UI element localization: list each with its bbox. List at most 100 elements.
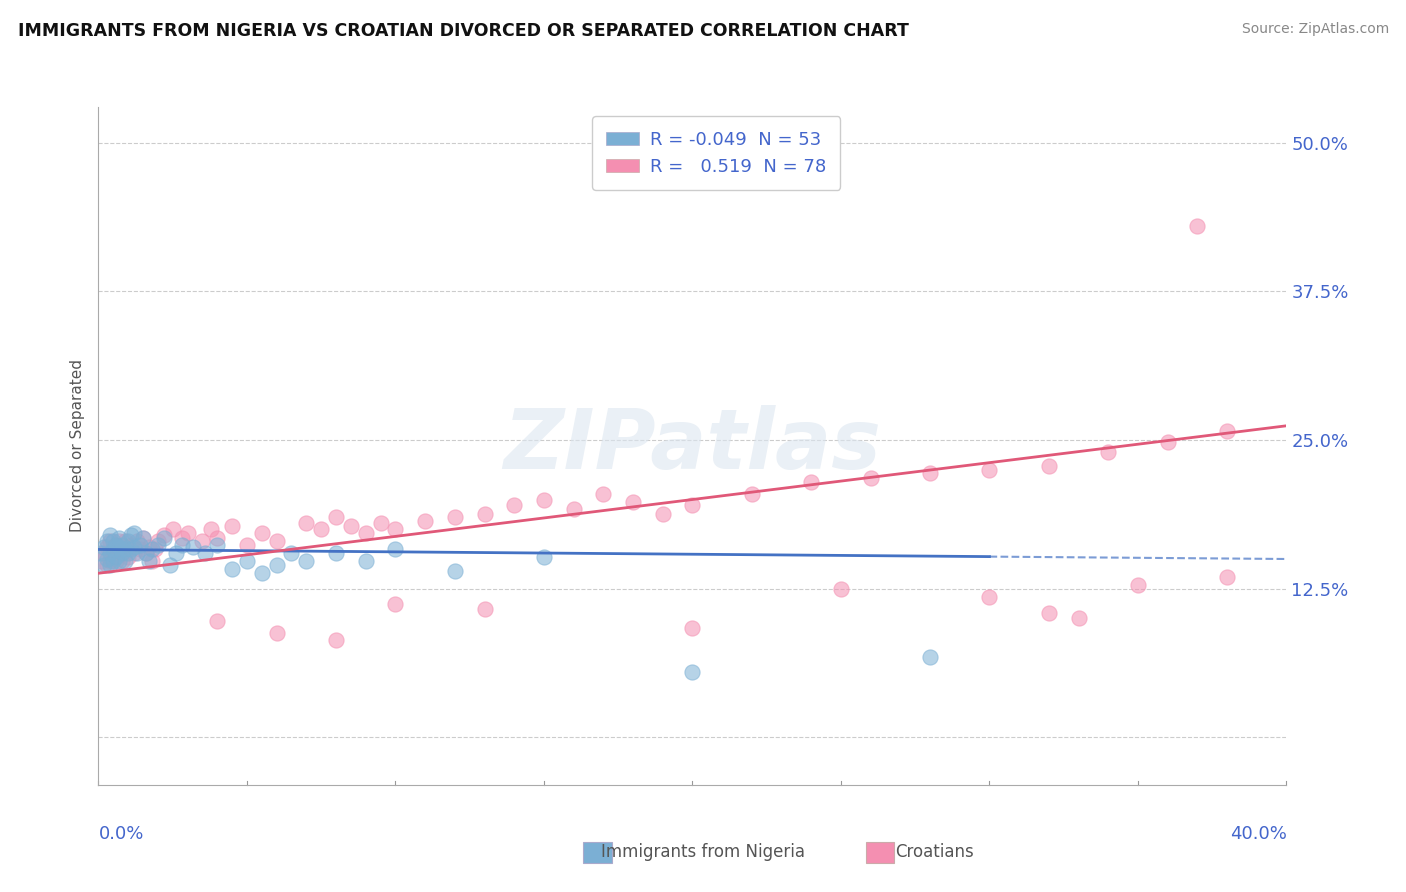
Point xyxy=(105,554,128,568)
Point xyxy=(413,514,436,528)
Point xyxy=(117,534,139,549)
Point xyxy=(159,558,181,572)
Point xyxy=(250,525,273,540)
Point xyxy=(103,542,125,557)
Point xyxy=(141,554,163,568)
Point xyxy=(138,540,160,554)
Point xyxy=(266,534,288,549)
Point xyxy=(117,546,139,560)
Point xyxy=(125,534,148,549)
Point xyxy=(800,475,823,489)
Point xyxy=(111,538,134,552)
Point xyxy=(120,542,142,557)
Point xyxy=(146,538,169,552)
Point xyxy=(98,528,121,542)
Point xyxy=(90,546,112,560)
Point xyxy=(1216,424,1239,438)
Point xyxy=(152,528,174,542)
Point xyxy=(207,538,229,552)
Point xyxy=(562,502,585,516)
Text: 0.0%: 0.0% xyxy=(98,825,143,843)
Point xyxy=(111,554,134,568)
Point xyxy=(207,614,229,628)
Point xyxy=(236,554,259,568)
Point xyxy=(1038,606,1060,620)
Text: 40.0%: 40.0% xyxy=(1230,825,1286,843)
Point xyxy=(96,540,118,554)
Point xyxy=(120,528,142,542)
Point xyxy=(108,540,131,554)
Point xyxy=(108,546,131,560)
Point xyxy=(1067,611,1090,625)
Point xyxy=(93,546,115,560)
Point xyxy=(90,554,112,568)
Point xyxy=(1126,578,1149,592)
Point xyxy=(162,522,184,536)
Point xyxy=(979,463,1001,477)
Point xyxy=(682,665,704,679)
Point xyxy=(117,540,139,554)
Point xyxy=(384,522,406,536)
Point xyxy=(114,546,136,560)
Point xyxy=(592,486,614,500)
Point xyxy=(103,546,125,560)
Point xyxy=(266,625,288,640)
Point xyxy=(1187,219,1209,233)
Point xyxy=(474,602,496,616)
Point xyxy=(533,492,555,507)
Point xyxy=(105,538,128,552)
Point xyxy=(93,540,115,554)
Point xyxy=(98,554,121,568)
Point xyxy=(120,538,142,552)
Point xyxy=(370,516,392,531)
Point xyxy=(129,538,152,552)
Point xyxy=(98,546,121,560)
Text: Immigrants from Nigeria: Immigrants from Nigeria xyxy=(600,843,806,861)
Point xyxy=(1038,459,1060,474)
Point xyxy=(146,534,169,549)
Point xyxy=(114,534,136,549)
Point xyxy=(93,558,115,572)
Point xyxy=(200,522,222,536)
Point xyxy=(325,510,347,524)
Point xyxy=(152,531,174,545)
Point xyxy=(132,531,155,545)
Point xyxy=(143,542,166,557)
Point xyxy=(340,518,363,533)
Point xyxy=(443,510,465,524)
Point xyxy=(141,542,163,557)
Point xyxy=(830,582,852,596)
Text: Croatians: Croatians xyxy=(896,843,974,861)
Point xyxy=(122,525,145,540)
Point xyxy=(533,549,555,564)
Point xyxy=(979,590,1001,604)
Point xyxy=(325,632,347,647)
Text: ZIPatlas: ZIPatlas xyxy=(503,406,882,486)
Point xyxy=(122,546,145,560)
Point xyxy=(170,538,193,552)
Legend: R = -0.049  N = 53, R =   0.519  N = 78: R = -0.049 N = 53, R = 0.519 N = 78 xyxy=(592,116,841,190)
Point xyxy=(98,534,121,549)
Point xyxy=(111,542,134,557)
Point xyxy=(503,499,526,513)
Point xyxy=(111,546,134,560)
Point xyxy=(132,531,155,545)
Point xyxy=(129,542,152,557)
Point xyxy=(194,546,217,560)
Point xyxy=(384,542,406,557)
Point xyxy=(125,546,148,560)
Point xyxy=(682,621,704,635)
Point xyxy=(170,531,193,545)
Point xyxy=(103,540,125,554)
Point xyxy=(103,554,125,568)
Point xyxy=(1156,435,1178,450)
Point xyxy=(117,549,139,564)
Point xyxy=(741,486,763,500)
Point xyxy=(221,561,243,575)
Point xyxy=(108,554,131,568)
Point xyxy=(165,546,187,560)
Point xyxy=(103,534,125,549)
Point xyxy=(236,538,259,552)
Point xyxy=(96,558,118,572)
Text: IMMIGRANTS FROM NIGERIA VS CROATIAN DIVORCED OR SEPARATED CORRELATION CHART: IMMIGRANTS FROM NIGERIA VS CROATIAN DIVO… xyxy=(18,22,910,40)
